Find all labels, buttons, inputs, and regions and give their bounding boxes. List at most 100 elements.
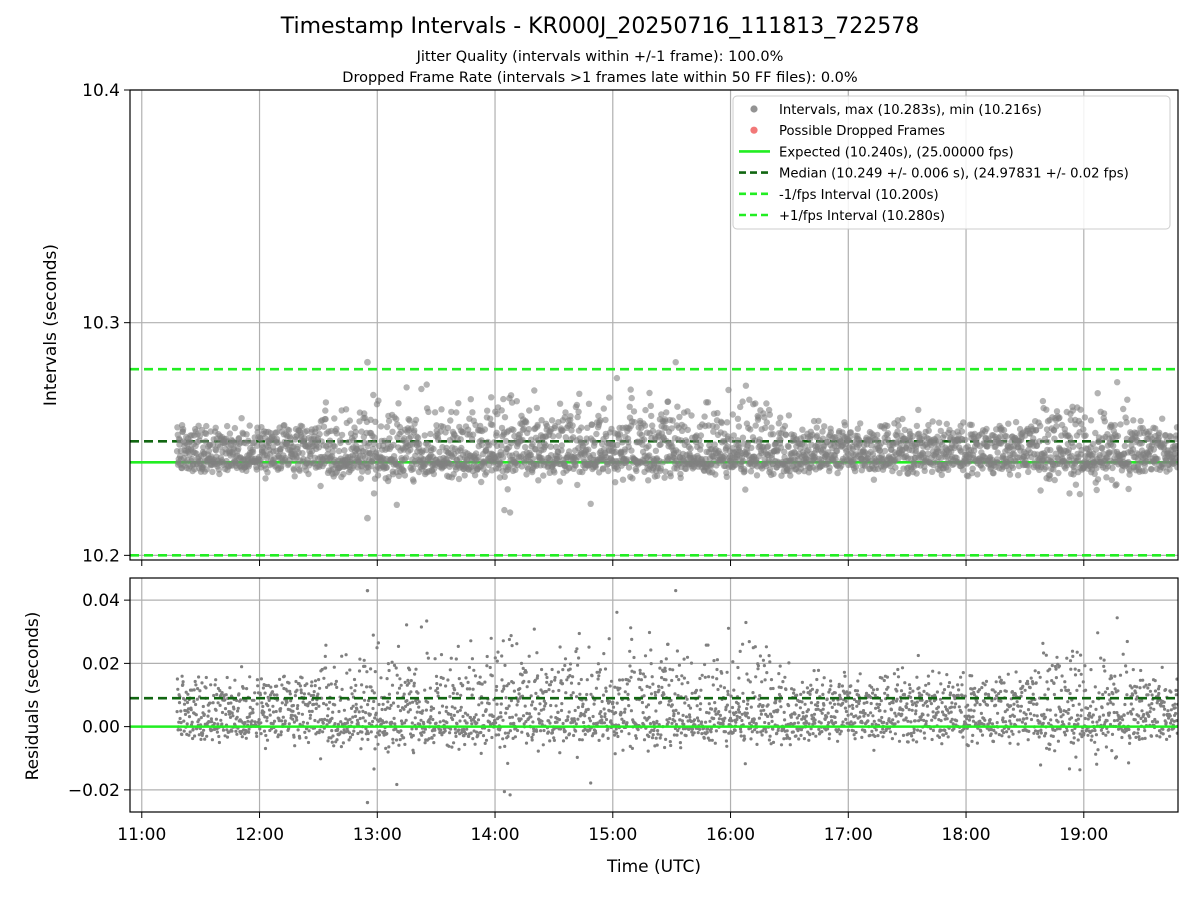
residual-point: [706, 727, 710, 731]
residual-point: [749, 705, 753, 709]
residual-point: [801, 711, 805, 715]
residual-point: [287, 681, 291, 685]
residual-point: [433, 657, 437, 661]
interval-point: [558, 442, 565, 449]
residual-point: [408, 701, 412, 705]
interval-point: [677, 437, 685, 444]
interval-point: [264, 469, 271, 476]
residual-point: [655, 743, 659, 747]
residual-point: [360, 737, 364, 741]
interval-point: [752, 422, 759, 429]
residual-point: [721, 722, 725, 726]
interval-point: [597, 417, 604, 424]
legend-label-1: Possible Dropped Frames: [779, 124, 945, 139]
residual-point: [608, 684, 612, 688]
residual-point: [293, 744, 297, 748]
residual-point: [538, 702, 542, 706]
residual-point: [564, 736, 569, 740]
residual-point: [180, 674, 184, 678]
residual-point: [461, 683, 465, 687]
residual-point: [688, 706, 693, 710]
residual-point: [312, 690, 316, 694]
residual-point: [711, 683, 715, 687]
residual-point: [739, 734, 743, 738]
interval-point: [212, 424, 219, 431]
residual-point: [688, 715, 692, 719]
interval-point: [436, 448, 443, 456]
residual-point: [386, 700, 390, 704]
residual-point: [285, 689, 289, 693]
residual-point: [272, 719, 277, 723]
interval-point: [329, 448, 336, 455]
interval-point: [423, 381, 430, 388]
interval-point: [730, 432, 737, 439]
residual-point: [399, 683, 403, 687]
residual-point: [267, 708, 272, 712]
residual-point: [413, 672, 417, 676]
residual-point: [738, 727, 743, 731]
interval-point: [631, 419, 638, 426]
residual-point: [407, 681, 411, 685]
interval-point: [832, 456, 839, 463]
residual-point: [704, 720, 708, 724]
residual-point: [412, 681, 416, 685]
residual-point: [587, 645, 591, 649]
residual-point: [787, 704, 791, 708]
interval-point: [787, 472, 794, 479]
residual-point: [207, 709, 211, 713]
residual-point: [280, 719, 284, 723]
residual-point: [274, 709, 278, 714]
residual-point: [235, 698, 239, 703]
residual-point: [350, 692, 354, 696]
residual-point: [758, 654, 763, 658]
residual-point: [659, 700, 663, 705]
residual-point: [339, 720, 343, 724]
residual-point: [791, 730, 795, 734]
residual-point: [485, 664, 489, 668]
residual-point: [262, 729, 267, 733]
residual-point: [602, 721, 607, 725]
residual-point: [298, 736, 302, 740]
interval-point: [494, 410, 501, 418]
residual-point: [391, 701, 396, 705]
residual-point: [247, 730, 251, 734]
interval-point: [1093, 486, 1100, 494]
residual-point: [501, 737, 505, 741]
residual-point: [451, 683, 455, 688]
residual-point: [390, 721, 394, 725]
residual-point: [639, 678, 644, 682]
interval-point: [224, 422, 231, 430]
residual-point: [559, 679, 563, 683]
interval-point: [1159, 415, 1166, 422]
residual-point: [725, 670, 729, 674]
residual-point: [571, 691, 575, 695]
interval-point: [1156, 429, 1163, 436]
residual-point: [615, 701, 619, 705]
residual-point: [561, 721, 565, 726]
interval-point: [547, 452, 555, 459]
interval-point: [619, 439, 626, 446]
residual-point: [802, 737, 807, 741]
residual-point: [804, 714, 809, 718]
interval-point: [785, 443, 792, 450]
residual-point: [324, 666, 328, 670]
residual-point: [808, 692, 812, 697]
residual-point: [212, 721, 216, 726]
residual-point: [658, 666, 662, 670]
interval-point: [642, 406, 649, 414]
residual-point: [738, 715, 742, 720]
residual-point: [381, 702, 385, 706]
interval-point: [606, 394, 613, 401]
interval-point: [854, 425, 861, 432]
residual-point: [626, 692, 630, 697]
interval-point: [1051, 476, 1058, 484]
residual-point: [200, 681, 204, 685]
residual-point: [259, 721, 263, 725]
residual-point: [539, 729, 543, 733]
interval-point: [884, 436, 891, 443]
residual-point: [685, 655, 690, 659]
residual-point: [757, 697, 761, 701]
residual-point: [599, 715, 604, 719]
interval-point: [253, 442, 261, 449]
residual-point: [213, 727, 217, 732]
